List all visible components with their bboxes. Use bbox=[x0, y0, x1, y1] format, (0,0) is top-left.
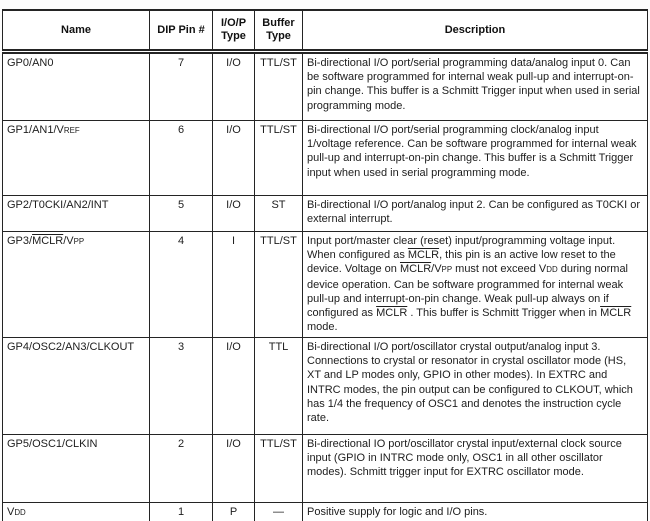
buffer-type-cell: ST bbox=[254, 195, 303, 232]
buffer-type-cell: TTL/ST bbox=[254, 231, 303, 338]
iop-type-cell: I/O bbox=[212, 337, 255, 435]
dip-pin-cell: 5 bbox=[149, 195, 213, 232]
subscript-text: PP bbox=[441, 265, 453, 275]
column-header-description: Description bbox=[302, 9, 648, 54]
table-row: GP0/AN0 7 I/O TTL/ST Bi-directional I/O … bbox=[2, 51, 648, 121]
overline-text: MCLR bbox=[376, 307, 408, 320]
dip-pin-cell: 7 bbox=[149, 51, 213, 121]
iop-type-cell: I/O bbox=[212, 120, 255, 196]
iop-type-cell: I bbox=[212, 231, 255, 338]
iop-type-cell: I/O bbox=[212, 195, 255, 232]
table-row: GP2/T0CKI/AN2/INT 5 I/O ST Bi-directiona… bbox=[2, 195, 648, 232]
subscript-text: DD bbox=[546, 265, 558, 275]
column-header-iop-type: I/O/P Type bbox=[212, 9, 255, 54]
overline-text: MCLR bbox=[600, 307, 632, 320]
column-header-buffer-type: Buffer Type bbox=[254, 9, 303, 54]
dip-pin-cell: 4 bbox=[149, 231, 213, 338]
pin-name-cell: GP5/OSC1/CLKIN bbox=[2, 434, 150, 503]
pin-name-cell: GP4/OSC2/AN3/CLKOUT bbox=[2, 337, 150, 435]
dip-pin-cell: 3 bbox=[149, 337, 213, 435]
table-row: VDD 1 P — Positive supply for logic and … bbox=[2, 502, 648, 521]
dip-pin-cell: 2 bbox=[149, 434, 213, 503]
buffer-type-cell: — bbox=[254, 502, 303, 521]
dip-pin-cell: 6 bbox=[149, 120, 213, 196]
pin-description-table: Name DIP Pin # I/O/P Type Buffer Type De… bbox=[2, 9, 648, 521]
pin-name-cell: GP1/AN1/VREF bbox=[2, 120, 150, 196]
description-cell: Positive supply for logic and I/O pins. bbox=[302, 502, 648, 521]
buffer-type-cell: TTL/ST bbox=[254, 434, 303, 503]
description-cell: Bi-directional I/O port/serial programmi… bbox=[302, 120, 648, 196]
iop-type-cell: I/O bbox=[212, 434, 255, 503]
description-cell: Input port/master clear (reset) input/pr… bbox=[302, 231, 648, 338]
table-row: GP3/MCLR/VPP 4 I TTL/ST Input port/maste… bbox=[2, 231, 648, 338]
pin-name-cell: GP0/AN0 bbox=[2, 51, 150, 121]
table-body: GP0/AN0 7 I/O TTL/ST Bi-directional I/O … bbox=[2, 51, 648, 521]
description-cell: Bi-directional I/O port/serial programmi… bbox=[302, 51, 648, 121]
buffer-type-cell: TTL/ST bbox=[254, 51, 303, 121]
table-row: GP1/AN1/VREF 6 I/O TTL/ST Bi-directional… bbox=[2, 120, 648, 196]
subscript-text: PP bbox=[73, 237, 85, 246]
pin-name-cell: GP3/MCLR/VPP bbox=[2, 231, 150, 338]
column-header-dip-pin: DIP Pin # bbox=[149, 9, 213, 54]
column-header-name: Name bbox=[2, 9, 150, 54]
overline-text: MCLR bbox=[399, 263, 432, 276]
description-cell: Bi-directional I/O port/analog input 2. … bbox=[302, 195, 648, 232]
dip-pin-cell: 1 bbox=[149, 502, 213, 521]
table-row: GP5/OSC1/CLKIN 2 I/O TTL/ST Bi-direction… bbox=[2, 434, 648, 503]
header-row: Name DIP Pin # I/O/P Type Buffer Type De… bbox=[2, 9, 648, 54]
subscript-text: DD bbox=[14, 508, 26, 517]
pin-name-cell: VDD bbox=[2, 502, 150, 521]
pin-name-cell: GP2/T0CKI/AN2/INT bbox=[2, 195, 150, 232]
overline-text: MCLR bbox=[407, 249, 440, 262]
iop-type-cell: P bbox=[212, 502, 255, 521]
table-header: Name DIP Pin # I/O/P Type Buffer Type De… bbox=[2, 9, 648, 54]
iop-type-cell: I/O bbox=[212, 51, 255, 121]
table-row: GP4/OSC2/AN3/CLKOUT 3 I/O TTL Bi-directi… bbox=[2, 337, 648, 435]
overline-text: MCLR bbox=[32, 235, 64, 247]
buffer-type-cell: TTL/ST bbox=[254, 120, 303, 196]
description-cell: Bi-directional I/O port/oscillator cryst… bbox=[302, 337, 648, 435]
buffer-type-cell: TTL bbox=[254, 337, 303, 435]
description-cell: Bi-directional IO port/oscillator crysta… bbox=[302, 434, 648, 503]
subscript-text: REF bbox=[63, 126, 80, 135]
